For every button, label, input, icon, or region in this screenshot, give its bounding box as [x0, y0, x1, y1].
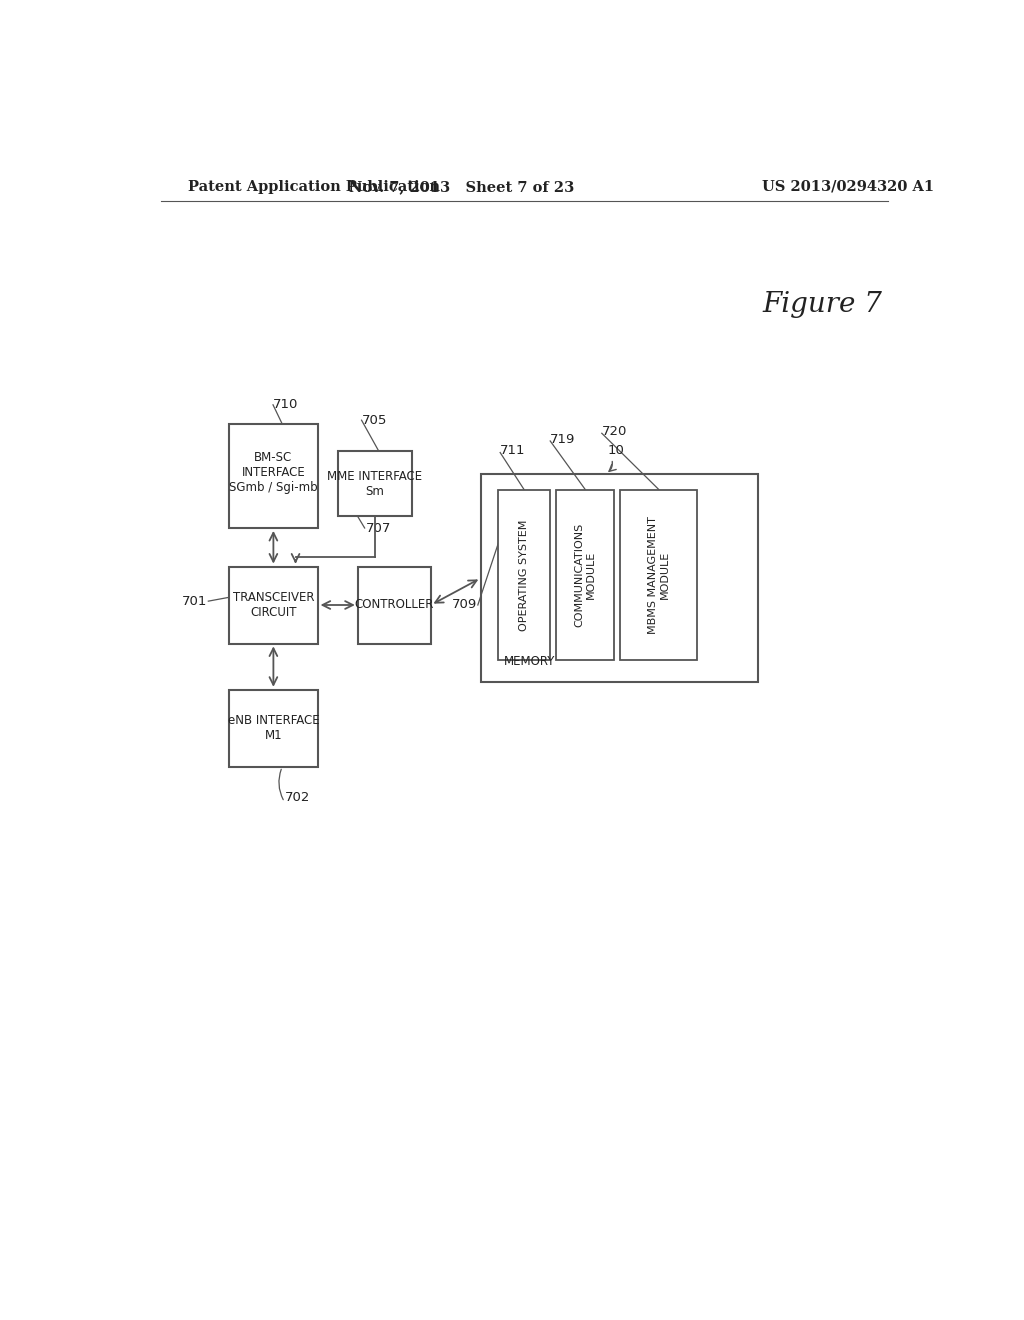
- Text: US 2013/0294320 A1: US 2013/0294320 A1: [762, 180, 934, 194]
- Text: TRANSCEIVER
CIRCUIT: TRANSCEIVER CIRCUIT: [232, 591, 314, 619]
- Text: 10: 10: [608, 445, 625, 458]
- Text: 711: 711: [500, 445, 525, 458]
- Text: MME INTERFACE
Sm: MME INTERFACE Sm: [328, 470, 423, 498]
- Text: 710: 710: [273, 399, 298, 412]
- Bar: [498, 490, 550, 660]
- Text: MEMORY: MEMORY: [504, 655, 555, 668]
- FancyArrowPatch shape: [279, 770, 284, 800]
- Bar: [229, 566, 317, 644]
- Text: eNB INTERFACE
M1: eNB INTERFACE M1: [227, 714, 319, 742]
- Text: BM-SC
INTERFACE
SGmb / Sgi-mb: BM-SC INTERFACE SGmb / Sgi-mb: [229, 450, 317, 494]
- Bar: [229, 424, 317, 528]
- Bar: [556, 490, 614, 660]
- Text: MBMS MANAGEMENT
MODULE: MBMS MANAGEMENT MODULE: [648, 516, 670, 634]
- Text: 709: 709: [452, 598, 477, 611]
- Bar: [229, 689, 317, 767]
- Bar: [481, 474, 758, 682]
- Text: Patent Application Publication: Patent Application Publication: [188, 180, 440, 194]
- Text: Figure 7: Figure 7: [762, 292, 882, 318]
- Text: 705: 705: [361, 413, 387, 426]
- Text: 720: 720: [602, 425, 627, 438]
- Bar: [621, 490, 697, 660]
- Text: COMMUNICATIONS
MODULE: COMMUNICATIONS MODULE: [574, 523, 596, 627]
- Text: OPERATING SYSTEM: OPERATING SYSTEM: [519, 519, 529, 631]
- Bar: [357, 566, 431, 644]
- Bar: [339, 451, 412, 516]
- Text: Nov. 7, 2013   Sheet 7 of 23: Nov. 7, 2013 Sheet 7 of 23: [349, 180, 574, 194]
- Text: 701: 701: [182, 594, 208, 607]
- Text: 702: 702: [285, 791, 310, 804]
- Text: 707: 707: [366, 521, 391, 535]
- Text: CONTROLLER: CONTROLLER: [354, 598, 434, 611]
- FancyArrowPatch shape: [609, 462, 616, 471]
- Text: 719: 719: [550, 433, 575, 446]
